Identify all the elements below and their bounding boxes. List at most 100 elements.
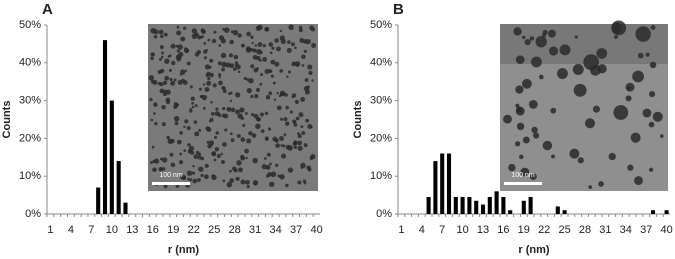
particle [189, 108, 193, 111]
particle [285, 121, 290, 126]
particle [257, 24, 263, 31]
particle [625, 95, 632, 102]
particle [265, 164, 271, 170]
particle [193, 120, 198, 124]
x-tick-label: 13 [126, 224, 138, 236]
particle [266, 152, 271, 157]
particle [245, 46, 251, 52]
particle [184, 119, 189, 124]
particle [292, 61, 296, 65]
particle [235, 109, 240, 115]
x-tick-label: 25 [558, 224, 570, 236]
particle [307, 123, 313, 129]
particle [240, 137, 246, 142]
particle [254, 94, 259, 99]
particle [180, 36, 186, 42]
particle [204, 163, 209, 168]
particle [234, 92, 241, 98]
particle [204, 87, 210, 92]
particle [301, 64, 305, 67]
particle [627, 164, 634, 171]
particle [232, 29, 239, 36]
particle [159, 167, 162, 170]
particle [254, 44, 258, 47]
particle [183, 125, 186, 129]
particle [298, 27, 303, 33]
particle [305, 118, 310, 123]
particle [307, 64, 313, 70]
bar [433, 161, 438, 214]
particle [232, 166, 237, 171]
particle [192, 178, 198, 184]
particle [531, 56, 542, 68]
y-tick-label: 30% [19, 95, 41, 107]
particle [176, 25, 180, 29]
particle [197, 152, 202, 156]
particle [191, 101, 194, 105]
x-tick-label: 7 [439, 224, 445, 236]
particle [228, 53, 234, 58]
particle [150, 56, 155, 61]
particle [188, 178, 193, 182]
particle [179, 152, 183, 156]
particle [150, 52, 155, 57]
particle [166, 100, 171, 105]
particle [218, 35, 225, 41]
particle [213, 158, 217, 162]
particle [550, 107, 557, 114]
particle [516, 122, 525, 131]
y-tick-label: 50% [19, 19, 41, 31]
particle [572, 64, 584, 76]
particle [222, 142, 227, 147]
x-tick-label: 10 [456, 224, 468, 236]
particle [224, 128, 228, 132]
bar [446, 153, 452, 214]
particle [200, 173, 204, 178]
particle [169, 152, 174, 157]
particle [281, 153, 287, 159]
particle [196, 178, 201, 182]
particle [542, 29, 548, 36]
particle [245, 179, 250, 185]
particle [158, 29, 164, 35]
particle [269, 162, 272, 166]
particle [186, 126, 191, 131]
x-tick-label: 34 [620, 224, 632, 236]
particle [235, 176, 240, 181]
particle [280, 117, 284, 121]
particle [245, 156, 248, 160]
particle [197, 155, 202, 160]
particle [648, 121, 655, 128]
particle [204, 64, 211, 70]
particle [159, 45, 164, 50]
particle [191, 105, 195, 109]
particle [274, 138, 279, 143]
particle [153, 29, 159, 35]
particle [547, 29, 556, 38]
x-tick-label: 37 [290, 224, 302, 236]
particle [214, 147, 220, 152]
particle [177, 79, 183, 85]
particle [186, 50, 189, 53]
particle [287, 40, 291, 44]
particle [238, 167, 243, 173]
particle [311, 27, 316, 32]
x-tick-label: 31 [249, 224, 261, 236]
particle [275, 143, 280, 148]
particle [531, 126, 538, 134]
x-tick-label: 7 [88, 224, 94, 236]
particle [559, 44, 571, 56]
particle [515, 85, 524, 94]
particle [588, 185, 593, 189]
particle [160, 68, 165, 74]
x-tick-label: 4 [419, 224, 425, 236]
particle [206, 80, 212, 86]
particle [169, 77, 173, 82]
particle [220, 152, 223, 156]
particle [221, 61, 227, 68]
particle [264, 136, 269, 141]
y-axis-label: Counts [352, 101, 364, 139]
particle [221, 85, 226, 90]
particle [236, 160, 242, 166]
